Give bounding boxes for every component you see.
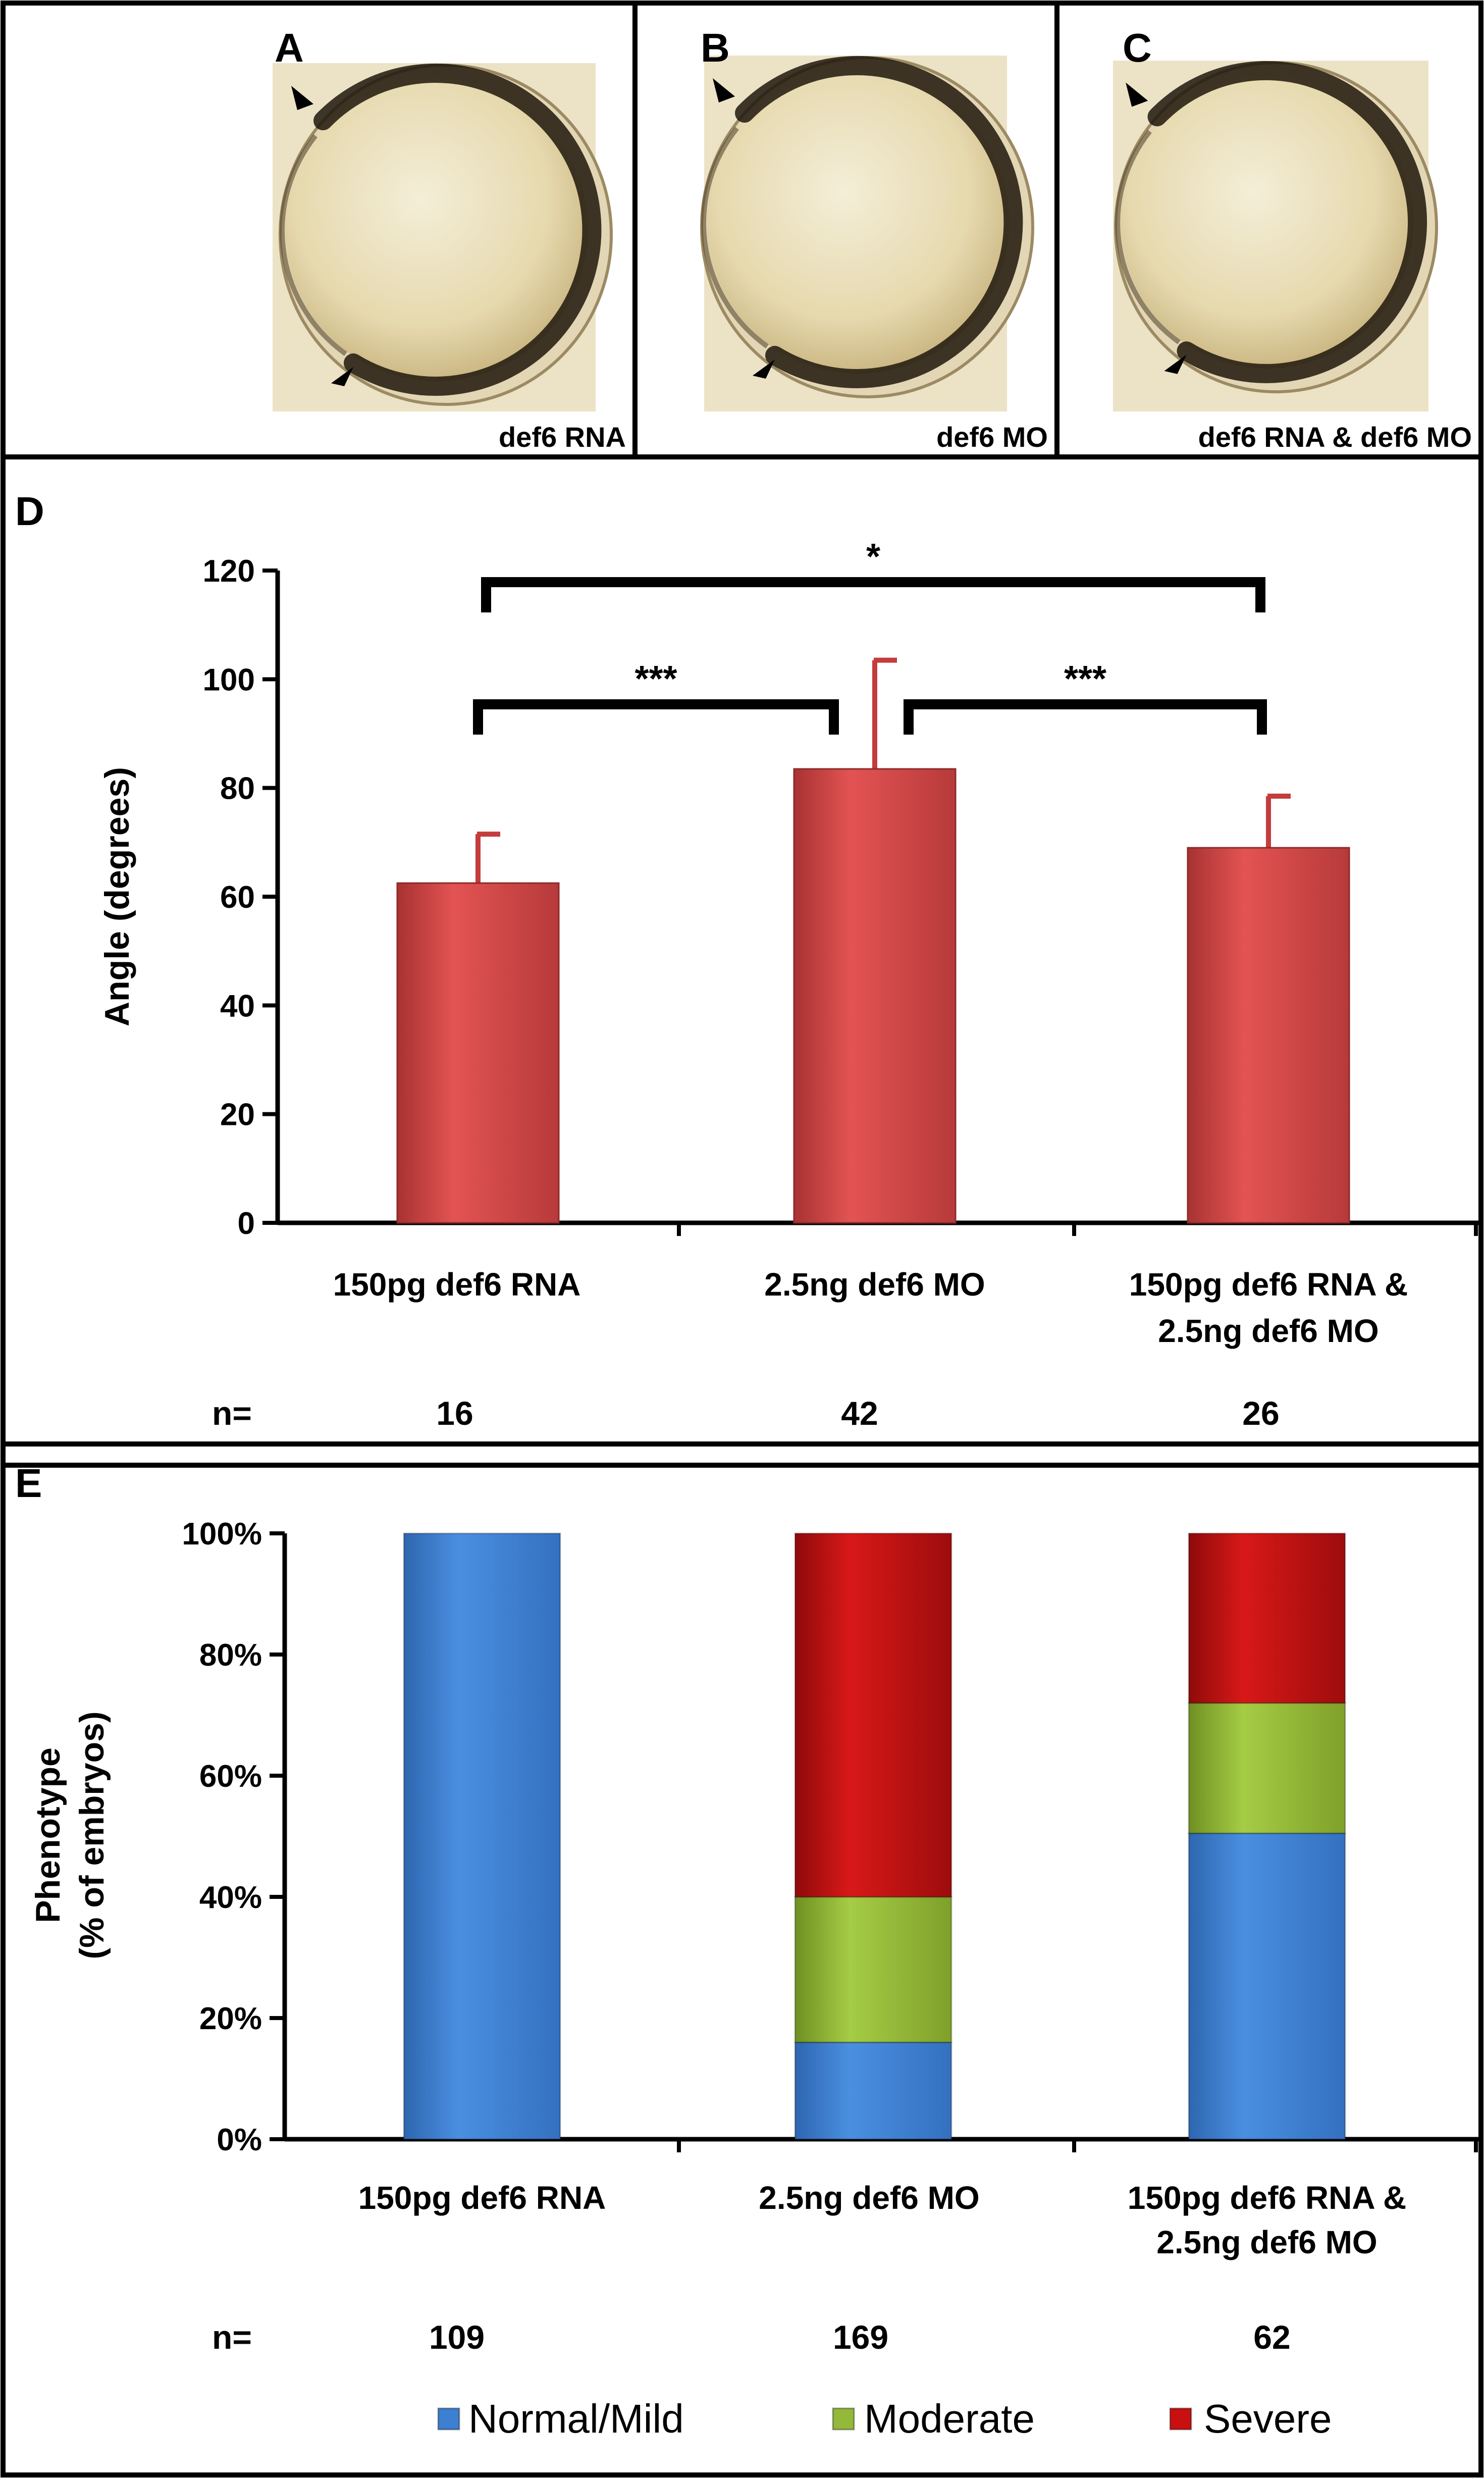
y-tick-label: 100 — [203, 662, 255, 697]
category-label: 150pg def6 RNA — [358, 2180, 606, 2216]
significance-label: * — [866, 537, 880, 577]
bar — [396, 882, 560, 1224]
legend-label: Moderate — [864, 2396, 1035, 2441]
bar-segment-normal-mild — [794, 2041, 952, 2140]
bar-segment-normal-mild — [403, 1532, 561, 2140]
category-label: 2.5ng def6 MO — [1158, 1313, 1379, 1349]
arrowhead-icon — [1126, 82, 1148, 107]
y-axis-title-line-1: Phenotype — [29, 1747, 67, 1923]
bar — [793, 768, 957, 1224]
embryo-yolk-edge — [1115, 130, 1181, 344]
panel-letter-a: A — [275, 25, 304, 70]
panel-letter-b: B — [701, 25, 730, 70]
y-tick-label: 20% — [199, 2001, 262, 2036]
bar-segment-severe — [1188, 1532, 1346, 1704]
panel-d-categories: 150pg def6 RNA 2.5ng def6 MO 150pg def6 RN… — [212, 1266, 1408, 1432]
category-label: 150pg def6 RNA & — [1129, 1266, 1408, 1303]
n-value: 16 — [436, 1395, 473, 1432]
arrowhead-icon — [331, 367, 353, 386]
panel-e-categories: 150pg def6 RNA 2.5ng def6 MO 150pg def6 RN… — [212, 2180, 1406, 2356]
panel-d-bars — [396, 657, 1350, 1224]
photo-caption: def6 RNA — [499, 421, 626, 453]
y-tick-label: 60 — [220, 880, 255, 915]
y-tick-label: 0 — [238, 1206, 255, 1241]
embryo-body-axis — [313, 63, 602, 396]
arrowhead-icon — [713, 78, 735, 102]
embryo-yolk — [707, 71, 1010, 374]
embryo-yolk-edge — [701, 126, 769, 349]
n-value: 42 — [841, 1395, 878, 1432]
n-label: n= — [212, 2318, 252, 2356]
photo-caption: def6 RNA & def6 MO — [1198, 421, 1472, 453]
panel-letter-e: E — [15, 1461, 42, 1506]
significance-bracket — [473, 699, 839, 735]
y-tick-label: 80% — [199, 1638, 262, 1673]
y-tick-label: 100% — [182, 1517, 262, 1552]
panel-e-phenotype-chart: E 0% 20% 40% 60% 80% 100% Phenotype (% of embry… — [15, 1461, 1479, 2441]
photo-caption: def6 MO — [936, 421, 1048, 453]
embryo-yolk — [285, 78, 588, 381]
significance-label: *** — [1064, 659, 1106, 699]
panel-letter-c: C — [1123, 25, 1152, 70]
y-axis-title-line-2: (% of embryos) — [73, 1711, 111, 1959]
y-tick-label: 0% — [217, 2123, 262, 2157]
arrowhead-icon — [291, 86, 313, 110]
n-value: 169 — [833, 2318, 888, 2356]
n-label: n= — [212, 1395, 252, 1432]
category-label: 2.5ng def6 MO — [759, 2180, 979, 2216]
legend-swatch — [832, 2407, 855, 2431]
embryo-body-axis — [735, 56, 1023, 388]
panel-letter-d: D — [15, 489, 44, 534]
bar-segment-moderate — [794, 1896, 952, 2043]
bar-segment-normal-mild — [1188, 1832, 1346, 2140]
y-tick-label: 20 — [220, 1098, 255, 1132]
significance-label: *** — [634, 659, 677, 699]
n-value: 26 — [1242, 1395, 1279, 1432]
legend-swatch — [437, 2407, 460, 2431]
arrowhead-icon — [1164, 354, 1187, 374]
y-tick-label: 120 — [203, 554, 255, 589]
y-axis-title: Angle (degrees) — [98, 767, 136, 1026]
y-tick-label: 40% — [199, 1880, 262, 1915]
embryo-yolk-edge — [280, 134, 347, 356]
legend-swatch — [1169, 2407, 1192, 2431]
significance-bracket — [481, 577, 1265, 612]
panel-e-legend: Normal/Mild Moderate Severe — [437, 2396, 1332, 2441]
category-label: 150pg def6 RNA & — [1128, 2180, 1406, 2216]
embryo-yolk — [1121, 76, 1413, 369]
y-tick-label: 80 — [220, 771, 255, 806]
bar-segment-severe — [794, 1532, 952, 1898]
legend-label: Severe — [1204, 2396, 1332, 2441]
panel-e-bars — [403, 1532, 1346, 2140]
bar-segment-moderate — [1188, 1702, 1346, 1834]
legend-label: Normal/Mild — [468, 2396, 684, 2441]
y-tick-label: 60% — [199, 1759, 262, 1794]
arrowhead-icon — [753, 359, 775, 379]
y-tick-label: 40 — [220, 989, 255, 1023]
n-value: 109 — [429, 2318, 485, 2356]
bar — [1187, 847, 1350, 1224]
category-label: 150pg def6 RNA — [333, 1266, 581, 1303]
category-label: 2.5ng def6 MO — [764, 1266, 985, 1303]
category-label: 2.5ng def6 MO — [1156, 2224, 1377, 2260]
significance-bracket — [904, 699, 1267, 735]
embryo-body-axis — [1147, 61, 1427, 383]
n-value: 62 — [1253, 2318, 1290, 2356]
panel-d-significance: *** **** — [473, 537, 1267, 735]
